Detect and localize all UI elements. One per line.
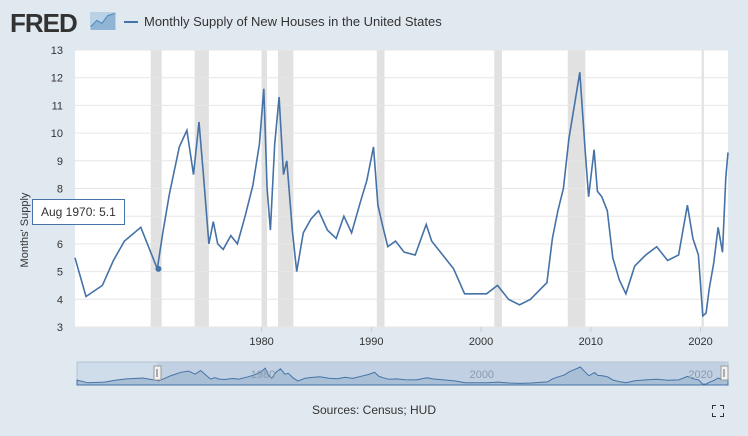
y-axis: 345678910111213	[51, 45, 63, 334]
y-tick-label: 5	[57, 267, 63, 279]
tooltip-value: 5.1	[99, 205, 116, 219]
navigator-label: 1980	[251, 369, 275, 381]
y-axis-label: Months' Supply	[19, 192, 31, 267]
y-tick-label: 10	[51, 128, 63, 140]
sources-note: Sources: Census; HUD	[311, 403, 437, 417]
tooltip-point-marker	[155, 265, 162, 272]
y-tick-label: 8	[57, 184, 63, 196]
navigator-label: 2020	[688, 369, 712, 381]
gridlines	[75, 49, 728, 328]
navigator[interactable]: 1980 2000 2020	[76, 361, 729, 386]
y-tick-label: 11	[52, 100, 63, 112]
y-tick-label: 6	[57, 239, 63, 251]
fred-logo[interactable]: FRED	[10, 8, 78, 38]
tooltip-date: Aug 1970:	[41, 205, 96, 219]
legend-label: Monthly Supply of New Houses in the Unit…	[144, 14, 442, 29]
x-axis: 1980 1990 2000 2010 2020	[249, 327, 713, 348]
y-tick-label: 12	[51, 73, 63, 85]
series-line[interactable]	[74, 72, 729, 318]
legend-line-icon	[124, 20, 138, 23]
legend[interactable]: Monthly Supply of New Houses in the Unit…	[124, 14, 442, 29]
x-tick-label: 2010	[579, 336, 603, 348]
x-tick-label: 1990	[359, 336, 383, 348]
x-tick-label: 2020	[688, 336, 712, 348]
y-tick-label: 4	[57, 294, 63, 306]
header: FRED Monthly Supply of New Houses in the…	[0, 0, 748, 42]
fred-graph-logo-icon	[90, 12, 116, 30]
fullscreen-icon[interactable]	[712, 405, 724, 417]
y-tick-label: 3	[57, 322, 63, 334]
y-tick-label: 9	[57, 156, 63, 168]
navigator-label: 2000	[470, 369, 494, 381]
y-tick-label: 13	[51, 45, 63, 57]
navigator-series	[76, 366, 729, 386]
tooltip: Aug 1970: 5.1	[32, 199, 125, 225]
x-tick-label: 1980	[249, 336, 273, 348]
x-tick-label: 2000	[469, 336, 493, 348]
